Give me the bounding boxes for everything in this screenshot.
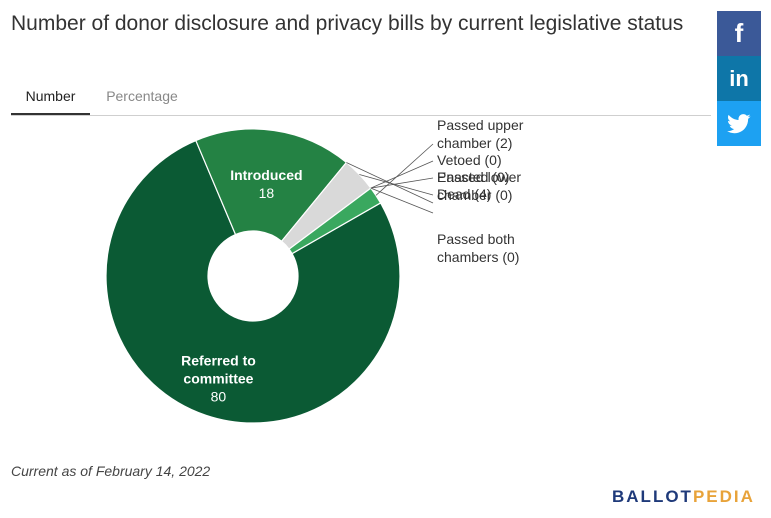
current-as-of-note: Current as of February 14, 2022 bbox=[11, 463, 211, 479]
label-introduced: Introduced 18 bbox=[230, 167, 302, 201]
slice-introduced[interactable] bbox=[195, 128, 348, 243]
label-referred-to-committee: Referred to committee 80 bbox=[181, 352, 256, 404]
tab-number[interactable]: Number bbox=[11, 86, 90, 116]
label-passed-both-chambers: Passed both chambers (0) bbox=[437, 231, 519, 265]
leader-line-enacted bbox=[370, 177, 434, 189]
ballotpedia-logo[interactable]: BALLOTPEDIA bbox=[612, 487, 755, 507]
chart-title: Number of donor disclosure and privacy b… bbox=[11, 12, 684, 35]
share-bar: f in bbox=[717, 11, 761, 146]
linkedin-icon: in bbox=[729, 65, 749, 91]
donut-chart: Referred to committee 80 Introduced 18 Passed… bbox=[105, 117, 524, 424]
leader-line-vetoed bbox=[370, 160, 434, 189]
label-passed-lower-chamber: Passed lower chamber (0) bbox=[437, 169, 521, 203]
logo-ballot: BALLOT bbox=[612, 487, 693, 506]
logo-pedia: PEDIA bbox=[692, 487, 755, 506]
facebook-share-button[interactable]: f bbox=[717, 11, 761, 56]
tab-percentage[interactable]: Percentage bbox=[106, 88, 178, 104]
label-dead: Dead (4) bbox=[437, 186, 491, 202]
label-enacted: Enacted (0) bbox=[437, 169, 509, 185]
facebook-icon: f bbox=[734, 18, 744, 48]
tabs-divider bbox=[11, 115, 711, 116]
label-passed-upper-chamber: Passed upper chamber (2) bbox=[437, 117, 524, 151]
twitter-icon bbox=[727, 113, 751, 133]
slice-referred-to-committee[interactable] bbox=[105, 139, 401, 424]
twitter-share-button[interactable] bbox=[717, 101, 761, 146]
view-tabs: Number Percentage bbox=[11, 86, 711, 116]
label-vetoed: Vetoed (0) bbox=[437, 152, 502, 168]
leader-line-dead bbox=[359, 174, 434, 196]
leader-line-passed-both-chambers bbox=[370, 187, 434, 214]
linkedin-share-button[interactable]: in bbox=[717, 56, 761, 101]
leader-line-passed-upper-chamber bbox=[375, 143, 434, 196]
slice-passed-upper-chamber[interactable] bbox=[288, 187, 382, 255]
